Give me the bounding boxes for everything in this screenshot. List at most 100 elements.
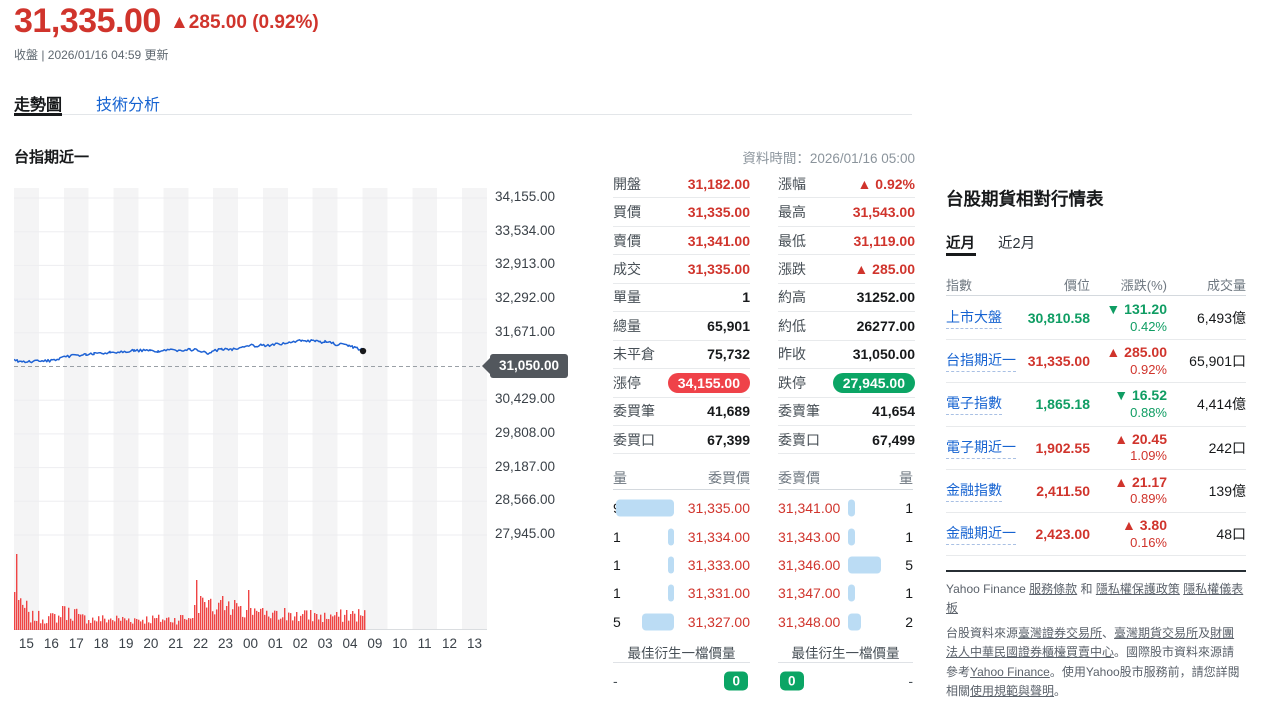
relative-row: 電子期近一 1,902.55 ▲ 20.45 1.09% 242口 — [946, 427, 1246, 470]
quote-row: 約低 26277.00 — [778, 312, 915, 341]
y-axis-label: 28,566.00 — [495, 492, 556, 508]
stock-volume: 242口 — [1208, 439, 1246, 456]
footer-text: 。國際股市資料來源請參考 — [946, 645, 1235, 679]
depth-buy-qty-header: 量 — [613, 470, 627, 486]
stock-volume: 6,493億 — [1196, 310, 1246, 327]
tab-near-2month[interactable]: 近2月 — [998, 236, 1036, 252]
depth-sell-rows: 31,341.00 1 31,343.00 1 31,346.00 5 31,347.00 1… — [778, 494, 913, 636]
price-chart-plot[interactable] — [13, 188, 487, 630]
depth-sell-header: 委賣價 量 — [778, 466, 913, 490]
tab-technical-analysis[interactable]: 技術分析 — [96, 97, 161, 114]
quote-label: 漲跌 — [778, 261, 806, 278]
stock-change: ▲ 20.45 1.09% — [1114, 431, 1167, 465]
quote-value: 31252.00 — [856, 289, 915, 306]
depth-qty: 1 — [613, 585, 621, 602]
quote-label: 賣價 — [613, 232, 641, 249]
quote-value: 31,182.00 — [687, 175, 750, 192]
stock-link[interactable]: 電子指數 — [946, 393, 1002, 416]
quote-value: 1 — [742, 289, 750, 306]
stock-price: 1,865.18 — [1035, 396, 1091, 413]
depth-row: 931,335.00 — [613, 494, 750, 522]
quote-row: 最高 31,543.00 — [778, 198, 915, 227]
depth-sell-qty-header: 量 — [899, 470, 913, 486]
x-axis-label: 21 — [168, 636, 184, 651]
depth-bar — [848, 556, 881, 574]
y-axis-label: 29,187.00 — [495, 458, 556, 474]
footer-divider — [946, 570, 1246, 572]
x-axis-label: 17 — [68, 636, 84, 651]
stock-change: ▲ 3.80 0.16% — [1122, 517, 1167, 551]
stock-link[interactable]: 台指期近一 — [946, 350, 1016, 373]
quote-value: 67,399 — [707, 431, 750, 448]
footer-link[interactable]: Yahoo Finance — [970, 664, 1050, 679]
stock-link[interactable]: 金融期近一 — [946, 523, 1016, 546]
depth-price: 31,346.00 — [778, 556, 841, 573]
depth-qty: 5 — [613, 613, 621, 630]
footer-link[interactable]: 隱私權儀表板 — [946, 582, 1244, 616]
best-sell-qty-badge: 0 — [780, 671, 804, 691]
depth-bar — [848, 528, 855, 546]
quote-row: 委買筆 41,689 — [613, 398, 750, 426]
footer-link[interactable]: 使用規範與聲明 — [970, 684, 1055, 699]
footer-text: 。使用Yahoo股市服務前，請您詳閱相關 — [946, 664, 1240, 699]
x-axis-label: 20 — [143, 636, 159, 651]
change-value: ▼ 131.20 — [1106, 301, 1167, 318]
best-derivative-buy-row: - 0 — [613, 668, 750, 694]
footer-link[interactable]: 隱私權保護政策 — [1095, 582, 1180, 596]
x-axis-label: 03 — [317, 636, 333, 651]
tab-trend-chart[interactable]: 走勢圖 — [14, 97, 63, 114]
relative-row: 電子指數 1,865.18 ▼ 16.52 0.88% 4,414億 — [946, 383, 1246, 427]
quote-label: 昨收 — [778, 346, 806, 363]
quote-row: 跌停 27,945.00 — [778, 369, 915, 398]
depth-qty: 1 — [613, 556, 621, 573]
quote-row: 成交 31,335.00 — [613, 255, 750, 284]
last-price: 31,335.00 — [14, 2, 161, 40]
col-index: 指數 — [946, 278, 973, 293]
data-time: 資料時間：2026/01/16 05:00 — [742, 151, 915, 166]
stock-link[interactable]: 上市大盤 — [946, 307, 1002, 330]
relative-row: 上市大盤 30,810.58 ▼ 131.20 0.42% 6,493億 — [946, 297, 1246, 341]
footer-link[interactable]: 財團法人中華民國證券櫃檯買賣中心 — [946, 626, 1235, 660]
quote-value: 31,050.00 — [852, 346, 915, 363]
quote-row: 約高 31252.00 — [778, 284, 915, 313]
footer-link[interactable]: 服務條款 — [1029, 582, 1078, 596]
quote-value: 31,335.00 — [687, 261, 750, 278]
footer-link[interactable]: 臺灣證券交易所 — [1018, 626, 1103, 640]
x-axis-label: 04 — [342, 636, 358, 651]
footer-link[interactable]: 臺灣期貨交易所 — [1114, 626, 1199, 640]
quote-row: 總量 65,901 — [613, 312, 750, 341]
depth-row: 1 31,333.00 — [613, 551, 750, 579]
quote-row: 單量 1 — [613, 284, 750, 313]
quote-value: 31,119.00 — [853, 232, 915, 249]
quote-label: 委賣筆 — [778, 403, 820, 420]
change-value: ▲ 3.80 — [1122, 517, 1167, 534]
chart-title: 台指期近一 — [14, 149, 90, 166]
y-axis-label: 32,292.00 — [495, 290, 556, 306]
quote-value: 27,945.00 — [832, 372, 915, 393]
tab-near-month[interactable]: 近月 — [946, 236, 975, 252]
best-buy-qty-badge: 0 — [724, 671, 748, 691]
quote-row: 未平倉 75,732 — [613, 341, 750, 370]
quote-label: 委買口 — [613, 431, 655, 448]
quote-value: 41,654 — [872, 403, 915, 420]
stock-price: 2,411.50 — [1036, 482, 1090, 499]
stock-link[interactable]: 金融指數 — [946, 480, 1002, 502]
depth-price: 31,331.00 — [687, 585, 750, 602]
relative-row: 金融期近一 2,423.00 ▲ 3.80 0.16% 48口 — [946, 513, 1246, 557]
y-axis-label: 32,913.00 — [495, 256, 556, 272]
x-axis-label: 12 — [442, 636, 458, 651]
y-axis-label: 31,671.00 — [495, 323, 556, 339]
depth-row: 5 31,327.00 — [613, 608, 750, 636]
quote-label: 跌停 — [778, 374, 806, 391]
stock-link[interactable]: 電子期近一 — [946, 437, 1016, 459]
depth-qty: 1 — [905, 500, 913, 517]
stock-price: 31,335.00 — [1027, 353, 1090, 370]
stock-change: ▲ 285.00 0.92% — [1106, 344, 1167, 378]
quote-value: ▲ 0.92% — [857, 175, 915, 192]
x-axis-label: 02 — [292, 636, 308, 651]
x-axis-label: 22 — [193, 636, 209, 651]
depth-row: 31,348.00 2 — [778, 608, 913, 636]
quote-table-left: 開盤 31,182.00 買價 31,335.00 賣價 31,341.00 成交 31,33… — [613, 170, 750, 455]
quote-label: 漲停 — [613, 374, 641, 391]
